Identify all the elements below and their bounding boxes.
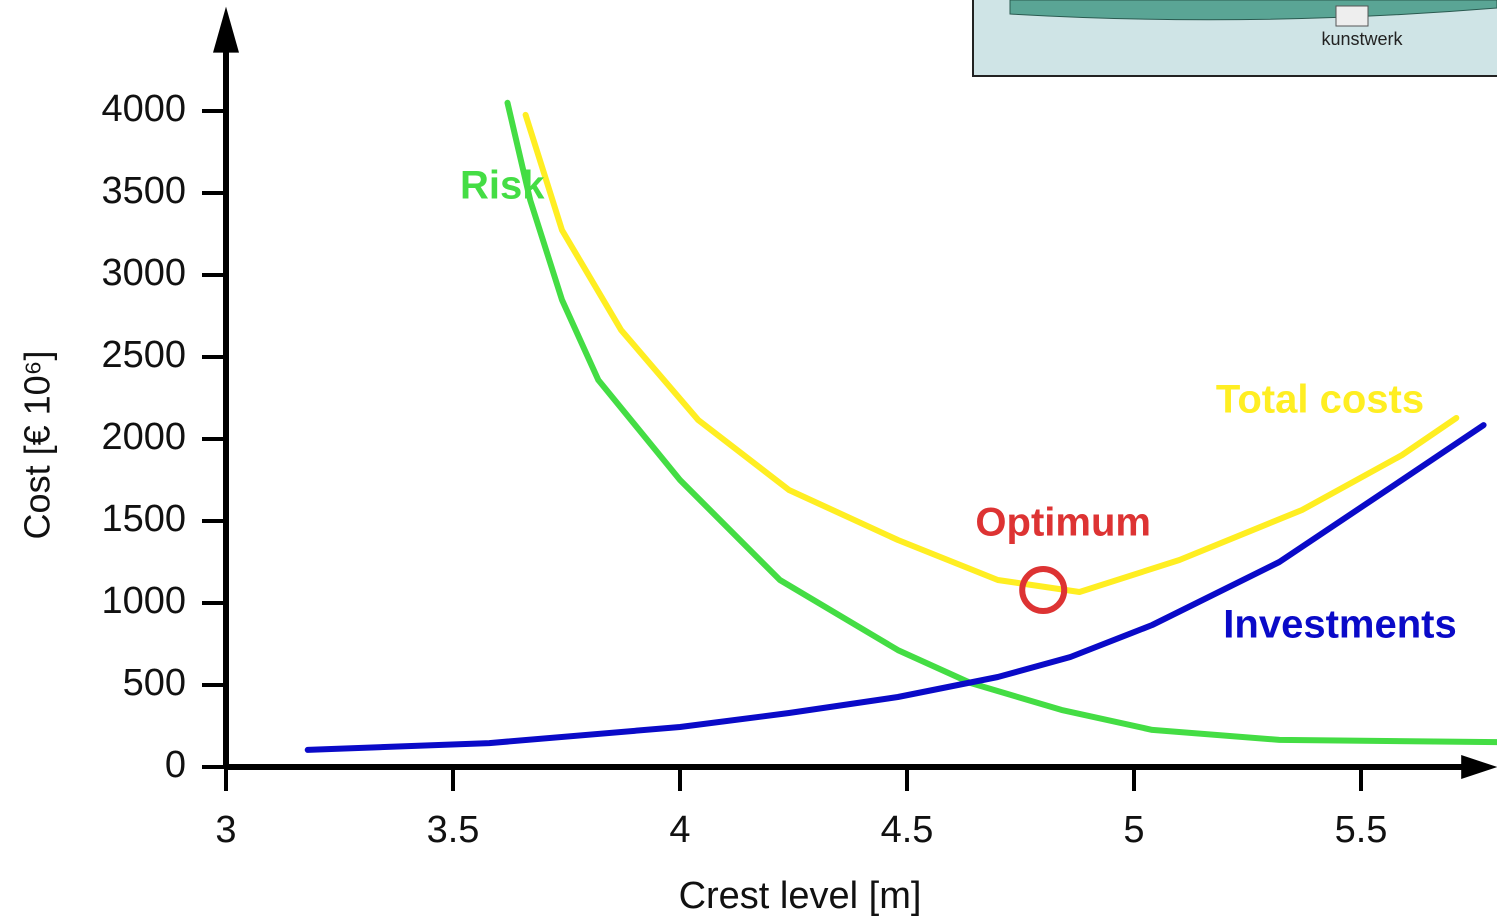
y-axis-arrow bbox=[213, 7, 239, 53]
y-tick-label: 2500 bbox=[101, 334, 186, 376]
x-axis-label: Crest level [m] bbox=[679, 875, 922, 917]
y-axis-label: Cost [€ 10⁶] bbox=[17, 351, 58, 540]
y-tick-label: 2000 bbox=[101, 416, 186, 458]
y-tick-label: 500 bbox=[123, 662, 186, 704]
x-tick-label: 3 bbox=[215, 809, 236, 851]
y-tick-label: 1500 bbox=[101, 498, 186, 540]
x-tick-label: 4.5 bbox=[881, 809, 934, 851]
x-tick-label: 5 bbox=[1123, 809, 1144, 851]
inset-label: kunstwerk bbox=[1321, 29, 1403, 49]
y-tick-label: 1000 bbox=[101, 580, 186, 622]
x-axis-arrow bbox=[1461, 755, 1497, 779]
series-label: Investments bbox=[1223, 603, 1456, 647]
chart: kunstwerk Crest level [m] Cost [€ 10⁶] 0… bbox=[0, 0, 1497, 923]
y-tick-label: 3500 bbox=[101, 170, 186, 212]
series-label: Total costs bbox=[1216, 378, 1424, 422]
y-tick-label: 0 bbox=[165, 744, 186, 786]
series-line bbox=[308, 425, 1484, 750]
y-tick-label: 4000 bbox=[101, 88, 186, 130]
series-label: Risk bbox=[460, 164, 545, 208]
y-tick-label: 3000 bbox=[101, 252, 186, 294]
annotation-label: Optimum bbox=[975, 501, 1151, 545]
inset-picture: kunstwerk bbox=[973, 0, 1497, 76]
x-tick-label: 3.5 bbox=[427, 809, 480, 851]
x-tick-label: 4 bbox=[669, 809, 690, 851]
x-tick-label: 5.5 bbox=[1335, 809, 1388, 851]
